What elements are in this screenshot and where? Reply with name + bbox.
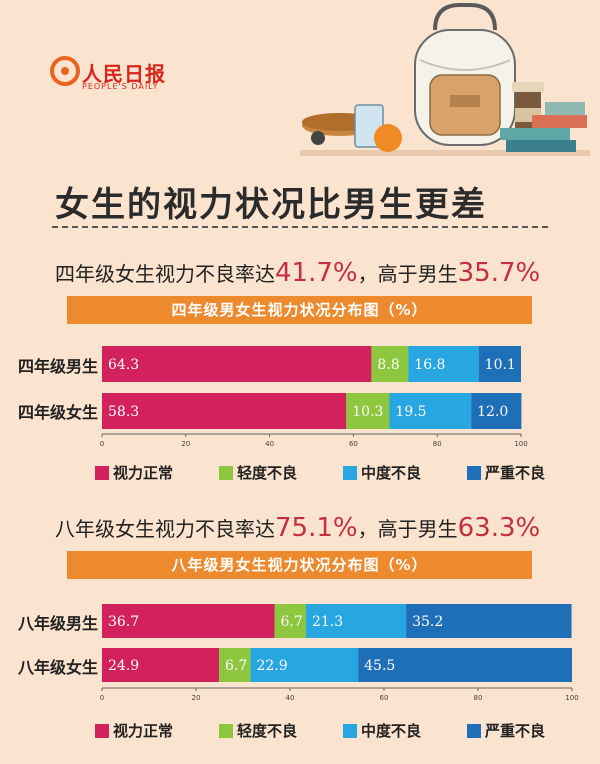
legend-swatch [342, 466, 357, 480]
bar-segment [478, 346, 521, 382]
legend-swatch [342, 724, 357, 738]
x-tick-label: 80 [433, 440, 442, 448]
legend-item: 视力正常 [95, 462, 173, 483]
legend-swatch [95, 724, 109, 738]
title-divider [52, 226, 548, 228]
data-label: 6.7 [225, 658, 247, 674]
data-label: 24.9 [108, 658, 139, 674]
bar-segment [274, 604, 306, 638]
x-tick-label: 80 [474, 694, 483, 702]
data-label: 22.9 [257, 658, 288, 674]
bar-segment [346, 393, 390, 429]
legend-item: 严重不良 [466, 462, 545, 483]
legend-grade4: 视力正常 轻度不良 中度不良 严重不良 [95, 462, 545, 483]
bar-segment [102, 604, 275, 638]
legend-item: 视力正常 [95, 720, 173, 741]
bar-segment [250, 648, 359, 682]
legend-item: 中度不良 [342, 462, 421, 483]
bar-segment [305, 604, 407, 638]
legend-item: 严重不良 [466, 720, 545, 741]
data-label: 12.0 [477, 404, 508, 420]
data-label: 10.3 [352, 404, 383, 420]
legend-swatch [466, 724, 481, 738]
x-tick-label: 20 [192, 694, 201, 702]
legend-item: 轻度不良 [218, 720, 297, 741]
x-tick-label: 60 [349, 440, 358, 448]
row-label-grade4-girls: 四年级女生 [17, 403, 98, 422]
boys-rate-value: 35.7% [457, 258, 541, 288]
girls-rate-value: 41.7% [275, 258, 358, 288]
legend-swatch [466, 466, 481, 480]
chart-banner-grade4: 四年级男女生视力状况分布图（%） [67, 296, 532, 324]
boys-rate-value: 63.3% [457, 513, 541, 543]
bar-segment [406, 604, 572, 638]
legend-label: 轻度不良 [236, 464, 297, 482]
data-label: 35.2 [412, 614, 443, 630]
legend-grade8: 视力正常 轻度不良 中度不良 严重不良 [95, 720, 545, 741]
x-tick-label: 40 [286, 694, 295, 702]
bar-segment [471, 393, 522, 429]
legend-label: 视力正常 [113, 722, 174, 740]
data-label: 36.7 [108, 614, 139, 630]
headline-middle: ，高于男生 [357, 262, 458, 286]
bar-segment [219, 648, 251, 682]
data-label: 58.3 [108, 404, 139, 420]
legend-swatch [218, 724, 233, 738]
bar-segment [408, 346, 479, 382]
legend-item: 中度不良 [342, 720, 421, 741]
legend-label: 中度不良 [360, 464, 421, 482]
data-label: 64.3 [108, 357, 139, 373]
bar-segment [389, 393, 472, 429]
legend-item: 轻度不良 [218, 462, 297, 483]
legend-label: 视力正常 [113, 464, 174, 482]
data-label: 16.8 [414, 357, 445, 373]
bar-segment [358, 648, 572, 682]
section-headline-grade4: 四年级女生视力不良率达41.7%，高于男生35.7% [55, 258, 540, 288]
data-label: 10.1 [485, 357, 516, 373]
row-label-grade8-girls: 八年级女生 [17, 658, 98, 677]
logo-text-cn: 人民日报 [82, 62, 166, 86]
legend-swatch [218, 466, 233, 480]
legend-label: 轻度不良 [236, 722, 297, 740]
bar-segment [371, 346, 409, 382]
x-tick-label: 0 [100, 694, 104, 702]
page-title: 女生的视力状况比男生更差 [55, 185, 487, 225]
headline-prefix: 八年级女生视力不良率达 [55, 517, 275, 541]
people-daily-logo-icon [50, 56, 80, 86]
x-tick-label: 0 [100, 440, 104, 448]
bar-segment [102, 648, 220, 682]
girls-rate-value: 75.1% [275, 513, 358, 543]
data-label: 19.5 [395, 404, 426, 420]
bar-segment [102, 393, 347, 429]
x-tick-label: 20 [181, 440, 190, 448]
data-label: 45.5 [364, 658, 395, 674]
logo-text-en: PEOPLE'S DAILY [82, 82, 159, 91]
headline-middle: ，高于男生 [357, 517, 458, 541]
legend-label: 严重不良 [484, 464, 545, 482]
section-headline-grade8: 八年级女生视力不良率达75.1%，高于男生63.3% [55, 513, 540, 543]
data-label: 6.7 [280, 614, 302, 630]
legend-label: 严重不良 [484, 722, 545, 740]
chart-banner-grade8: 八年级男女生视力状况分布图（%） [67, 551, 532, 579]
data-label: 21.3 [312, 614, 343, 630]
row-label-grade4-boys: 四年级男生 [17, 357, 98, 376]
x-tick-label: 60 [380, 694, 389, 702]
x-tick-label: 40 [265, 440, 274, 448]
legend-label: 中度不良 [360, 722, 421, 740]
x-tick-label: 100 [565, 694, 578, 702]
data-label: 8.8 [377, 357, 399, 373]
row-label-grade8-boys: 八年级男生 [17, 614, 98, 633]
bar-segment [102, 346, 372, 382]
legend-swatch [95, 466, 109, 480]
x-tick-label: 100 [514, 440, 527, 448]
headline-prefix: 四年级女生视力不良率达 [55, 262, 275, 286]
